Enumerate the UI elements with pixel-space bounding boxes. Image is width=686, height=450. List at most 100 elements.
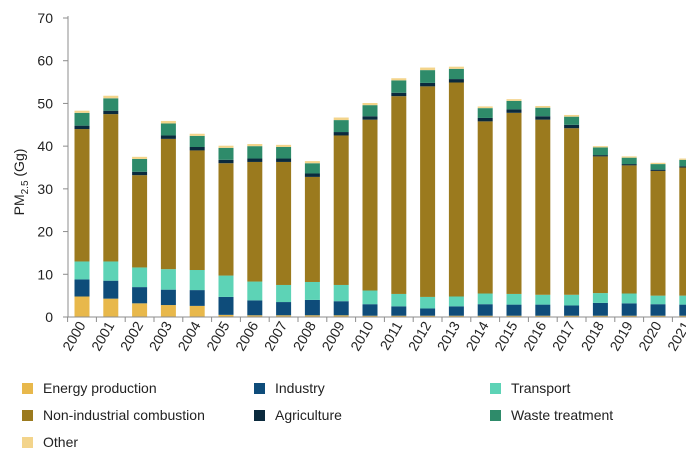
legend: Energy production Industry Transport Non-in… [22, 380, 682, 450]
bar-segment-2002-waste-treatment [132, 158, 148, 172]
bar-segment-2011-transport [391, 293, 407, 307]
bar-segment-2012-agriculture [420, 82, 436, 87]
bar-segment-2001-industry [103, 280, 119, 299]
bar-segment-2004-industry [189, 290, 205, 306]
bar-segment-2010-waste-treatment [362, 105, 378, 117]
legend-swatch [490, 382, 501, 394]
bar-segment-2012-transport [420, 296, 436, 309]
y-axis-label-subscript: 2.5 [20, 180, 31, 194]
bar-segment-2012-industry [420, 308, 436, 316]
bar-segment-2007-energy-production [276, 315, 292, 317]
bar-segment-2008-agriculture [304, 173, 320, 177]
bar-segment-2014-industry [477, 304, 493, 316]
bar-segment-2020-waste-treatment [650, 164, 666, 170]
bar-segment-2018-non-industrial-combustion [592, 156, 608, 294]
bar-segment-2005-transport [218, 275, 234, 297]
bar-segment-2021-other [679, 158, 686, 160]
bar-segment-2017-other [564, 114, 580, 117]
legend-label: Waste treatment [511, 407, 614, 423]
bar-segment-2001-non-industrial-combustion [103, 114, 119, 262]
legend-item-transport: Transport [490, 380, 570, 396]
bar-segment-2005-industry [218, 296, 234, 315]
bar-segment-2016-transport [535, 294, 551, 305]
x-tick-label-2002: 2002 [117, 318, 147, 353]
legend-label: Industry [275, 380, 325, 396]
bar-segment-2015-industry [506, 304, 522, 316]
bar-segment-2007-agriculture [276, 158, 292, 162]
y-axis-label: PM2.5 (Gg) [11, 149, 31, 216]
bar-segment-2009-energy-production [333, 315, 349, 317]
bar-segment-2006-other [247, 144, 263, 147]
bar-segment-2010-transport [362, 290, 378, 305]
bar-segment-2014-agriculture [477, 117, 493, 122]
y-axis-label-unit: (Gg) [11, 149, 27, 181]
bar-segment-2006-agriculture [247, 158, 263, 162]
bar-segment-2010-other [362, 103, 378, 106]
bar-segment-2012-energy-production [420, 315, 436, 317]
bar-segment-2012-non-industrial-combustion [420, 86, 436, 297]
bar-segment-2007-waste-treatment [276, 147, 292, 159]
bar-segment-2019-transport [621, 293, 637, 304]
x-tick-label-2003: 2003 [146, 318, 176, 353]
bar-segment-2001-energy-production [103, 298, 119, 317]
bar-segment-2011-other [391, 78, 407, 81]
bar-segment-2005-waste-treatment [218, 147, 234, 160]
bar-segment-2003-other [160, 120, 176, 124]
bar-segment-2002-non-industrial-combustion [132, 175, 148, 268]
bar-segment-2008-waste-treatment [304, 163, 320, 174]
bar-segment-2006-industry [247, 300, 263, 316]
bar-segment-2006-non-industrial-combustion [247, 161, 263, 282]
x-tick-label-2000: 2000 [59, 318, 89, 353]
legend-swatch [22, 382, 33, 394]
bar-segment-2003-energy-production [160, 305, 176, 317]
bar-segment-2013-industry [448, 306, 464, 316]
bar-segment-2020-industry [650, 304, 666, 316]
bar-segment-2014-waste-treatment [477, 108, 493, 118]
bar-segment-2020-other [650, 162, 666, 165]
bar-segment-2021-non-industrial-combustion [679, 167, 686, 296]
bar-segment-2019-energy-production [621, 315, 637, 317]
bar-segment-2020-energy-production [650, 315, 666, 317]
legend-item-other: Other [22, 434, 78, 450]
bar-segment-2002-agriculture [132, 171, 148, 176]
bar-segment-2017-non-industrial-combustion [564, 128, 580, 295]
bar-segment-2009-other [333, 117, 349, 121]
bar-segment-2003-transport [160, 269, 176, 290]
bar-segment-2009-transport [333, 284, 349, 302]
x-tick-label-2017: 2017 [549, 318, 579, 353]
legend-label: Non-industrial combustion [43, 407, 205, 423]
bar-segment-2016-other [535, 105, 551, 108]
x-tick-label-2016: 2016 [520, 318, 550, 353]
legend-label: Energy production [43, 380, 157, 396]
bar-segment-2012-other [420, 67, 436, 71]
bar-segment-2000-other [74, 110, 90, 113]
bar-segment-2004-energy-production [189, 305, 205, 317]
bar-segment-2021-agriculture [679, 166, 686, 168]
bar-segment-2009-industry [333, 301, 349, 316]
legend-swatch [22, 409, 33, 421]
bar-segment-2008-energy-production [304, 315, 320, 317]
bar-segment-2013-other [448, 66, 464, 69]
bar-segment-2013-non-industrial-combustion [448, 82, 464, 297]
bar-segment-2015-non-industrial-combustion [506, 112, 522, 294]
y-tick-label-60: 60 [37, 53, 53, 69]
bar-segment-2000-transport [74, 261, 90, 280]
x-tick-label-2007: 2007 [261, 318, 291, 353]
x-tick-label-2010: 2010 [347, 318, 377, 353]
bar-segment-2011-industry [391, 306, 407, 316]
bar-segment-2010-industry [362, 304, 378, 316]
x-tick-label-2019: 2019 [606, 318, 636, 353]
bar-segment-2015-agriculture [506, 109, 522, 113]
bar-segment-2013-agriculture [448, 79, 464, 83]
bar-segment-2017-agriculture [564, 124, 580, 129]
bar-segment-2016-waste-treatment [535, 107, 551, 117]
bar-segment-2000-energy-production [74, 296, 90, 317]
bar-segment-2017-energy-production [564, 315, 580, 317]
bar-segment-2019-industry [621, 303, 637, 316]
bar-segment-2016-agriculture [535, 116, 551, 120]
bar-segment-2004-transport [189, 270, 205, 291]
bar-segment-2018-transport [592, 293, 608, 303]
x-tick-label-2008: 2008 [290, 318, 320, 353]
bar-segment-2004-waste-treatment [189, 135, 205, 147]
